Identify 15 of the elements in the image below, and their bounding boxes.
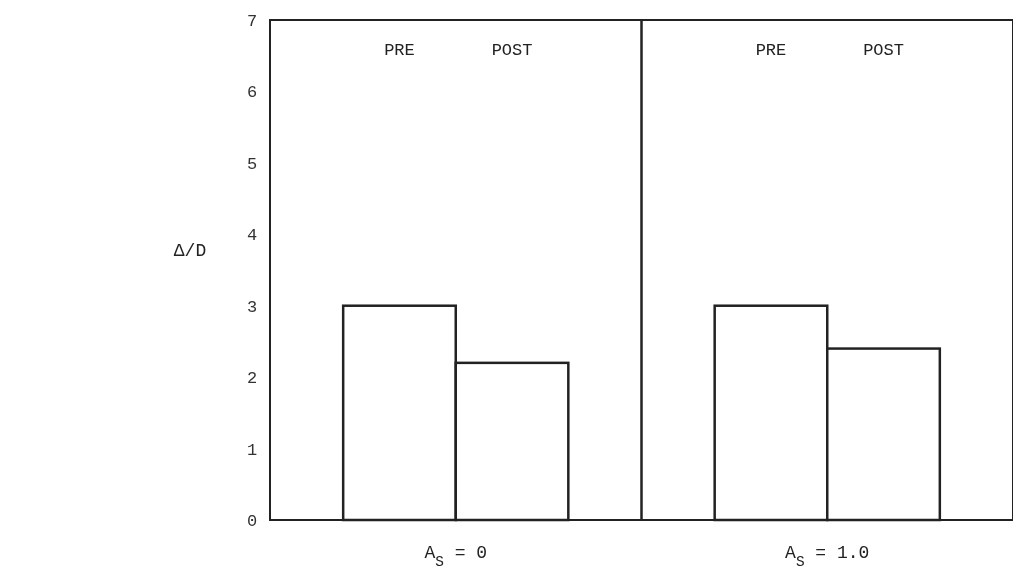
y-tick-label: 6 bbox=[246, 83, 258, 103]
x-tick-label: PRE bbox=[755, 41, 787, 60]
x-tick-label: POST bbox=[863, 41, 904, 60]
y-tick-label: 4 bbox=[246, 226, 258, 246]
y-tick-label: 1 bbox=[246, 440, 258, 460]
x-tick-label: PRE bbox=[384, 41, 415, 60]
x-axis-title: A$_{S}$ = 1.0 bbox=[785, 543, 870, 570]
x-axis-title: A$_{S}$ = 0 bbox=[424, 543, 488, 570]
y-tick-label: 5 bbox=[246, 154, 258, 174]
x-tick-label: POST bbox=[491, 41, 533, 60]
y-axis-title: Δ/D bbox=[173, 241, 207, 262]
y-tick-label: 0 bbox=[246, 511, 258, 531]
y-tick-label: 2 bbox=[246, 369, 258, 389]
y-tick-label: 3 bbox=[246, 297, 258, 317]
y-tick-label: 7 bbox=[246, 11, 258, 31]
